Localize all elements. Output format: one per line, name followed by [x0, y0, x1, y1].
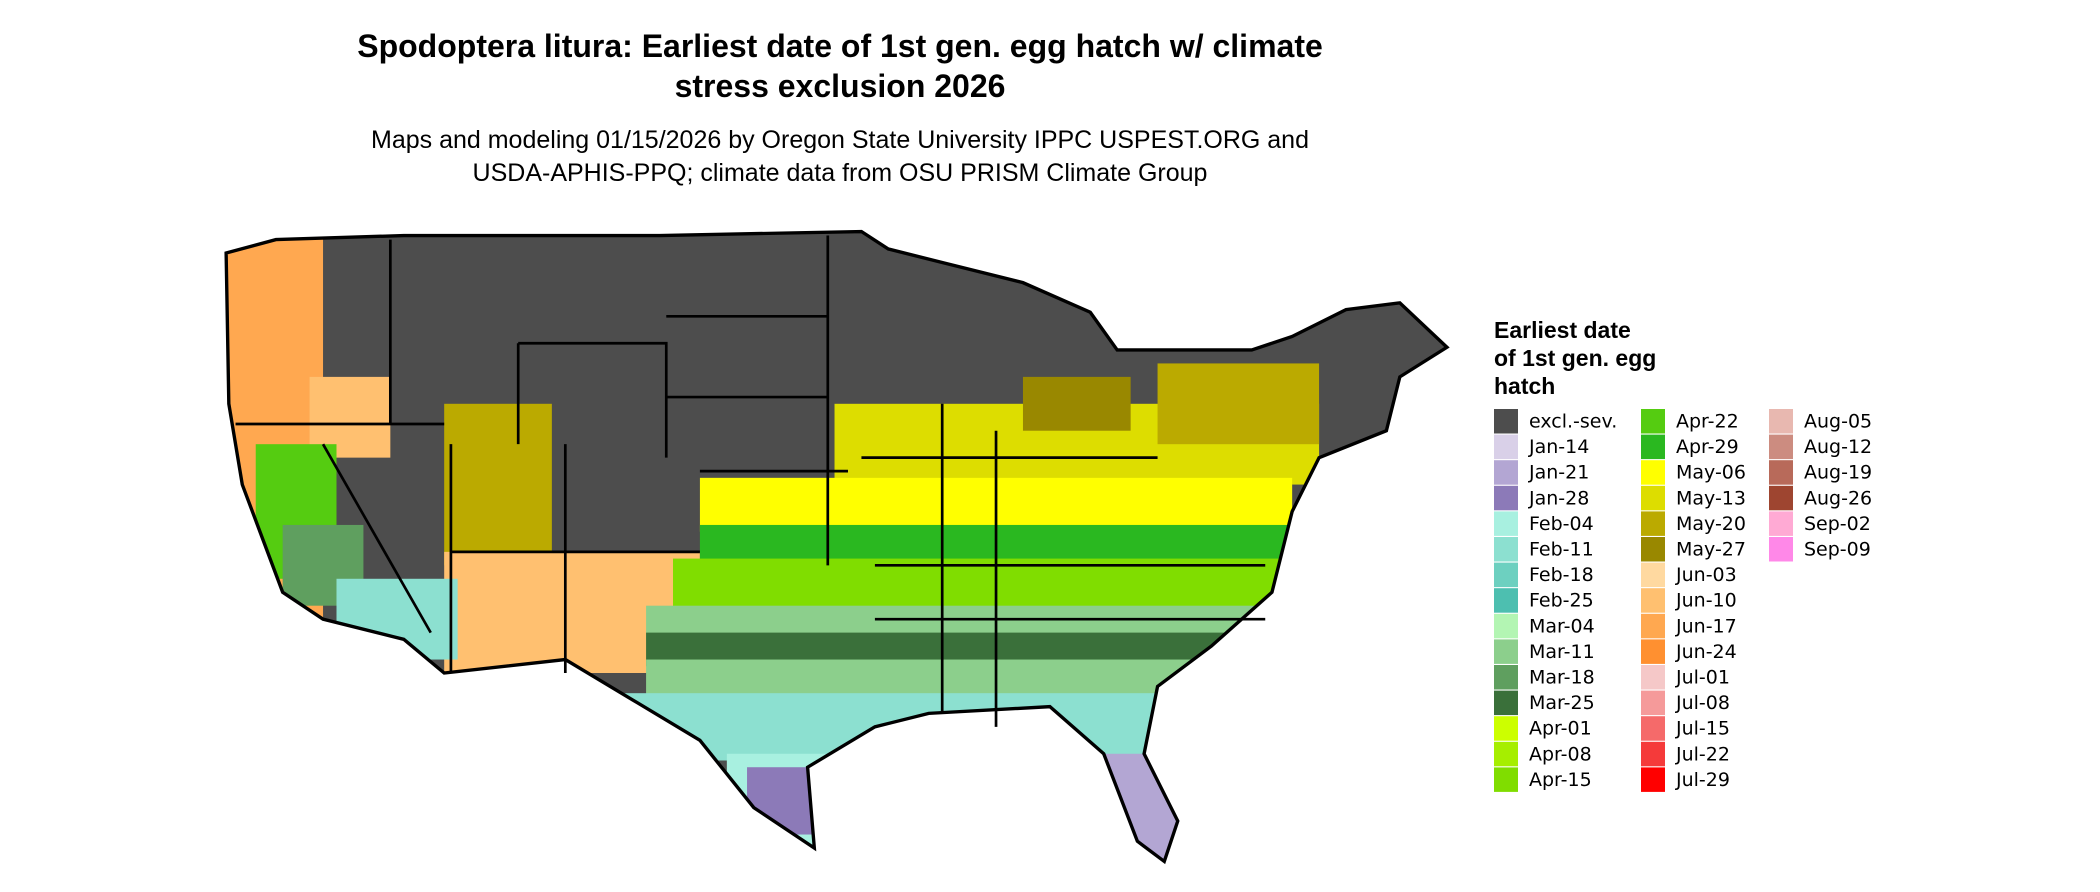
legend-label: May-06	[1676, 462, 1746, 484]
legend-label: Apr-22	[1676, 411, 1739, 433]
legend-swatch	[1494, 741, 1518, 767]
subtitle: USDA-APHIS-PPQ; climate data from OSU PR…	[473, 159, 1208, 187]
legend-swatch	[1494, 716, 1518, 741]
map	[224, 229, 1450, 865]
legend-label: Jun-17	[1675, 615, 1737, 637]
subtitle: Maps and modeling 01/15/2026 by Oregon S…	[371, 126, 1309, 154]
legend-label: Jul-22	[1675, 743, 1730, 765]
legend-swatch	[1769, 537, 1793, 562]
legend-swatch	[1494, 613, 1518, 639]
legend-swatch	[1494, 562, 1518, 588]
legend-label: Mar-25	[1529, 692, 1595, 714]
legend-label: excl.-sev.	[1529, 411, 1617, 433]
legend-label: Mar-11	[1529, 641, 1595, 663]
legend-label: Feb-18	[1529, 564, 1594, 586]
legend-label: Jun-03	[1675, 564, 1737, 586]
legend-swatch	[1494, 537, 1518, 562]
legend-label: Sep-02	[1804, 513, 1871, 535]
legend-swatch	[1641, 665, 1665, 690]
legend-swatch	[1769, 434, 1793, 460]
legend-swatch	[1494, 665, 1518, 690]
legend-swatch	[1769, 460, 1793, 485]
legend-label: Apr-29	[1676, 436, 1739, 458]
legend-swatch	[1494, 639, 1518, 664]
legend-label: Jun-10	[1675, 590, 1737, 612]
legend-swatch	[1494, 690, 1518, 716]
legend-label: Aug-12	[1804, 436, 1872, 458]
legend-swatch	[1641, 409, 1665, 434]
legend-swatch	[1641, 511, 1665, 536]
legend-swatch	[1494, 767, 1518, 792]
legend-swatch	[1769, 409, 1793, 434]
legend-label: Mar-18	[1529, 667, 1595, 689]
legend-label: Feb-25	[1529, 590, 1594, 612]
legend-swatch	[1641, 434, 1665, 460]
legend-label: Jan-28	[1528, 487, 1589, 509]
legend-label: Jan-14	[1528, 436, 1589, 458]
legend-label: Apr-01	[1529, 718, 1592, 740]
legend-label: Aug-26	[1804, 487, 1872, 509]
legend-label: May-27	[1676, 539, 1746, 561]
legend-title: hatch	[1494, 373, 1555, 399]
legend-label: Jul-15	[1675, 718, 1730, 740]
legend-swatch	[1494, 485, 1518, 511]
legend-swatch	[1641, 767, 1665, 792]
legend-swatch	[1641, 460, 1665, 485]
legend-swatch	[1641, 716, 1665, 741]
legend-label: May-20	[1676, 513, 1746, 535]
legend-swatch	[1641, 639, 1665, 664]
legend-label: Mar-04	[1529, 615, 1595, 637]
legend-swatch	[1641, 588, 1665, 613]
legend-label: Jan-21	[1528, 462, 1589, 484]
legend-label: Jul-08	[1675, 692, 1730, 714]
title: stress exclusion 2026	[675, 68, 1006, 104]
legend-label: Sep-09	[1804, 539, 1871, 561]
legend-label: Feb-04	[1529, 513, 1594, 535]
legend-swatch	[1769, 485, 1793, 511]
legend-swatch	[1494, 409, 1518, 434]
legend-swatch	[1769, 511, 1793, 536]
legend-title: Earliest date	[1494, 317, 1631, 343]
legend-swatch	[1494, 511, 1518, 536]
legend-swatch	[1641, 485, 1665, 511]
legend-label: Aug-05	[1804, 411, 1872, 433]
legend-swatch	[1641, 613, 1665, 639]
legend-label: Apr-15	[1529, 769, 1592, 791]
header: Spodoptera litura: Earliest date of 1st …	[357, 28, 1323, 187]
title: Spodoptera litura: Earliest date of 1st …	[357, 28, 1323, 64]
legend-label: Feb-11	[1529, 539, 1594, 561]
legend-label: Apr-08	[1529, 743, 1592, 765]
legend-swatch	[1494, 588, 1518, 613]
legend-label: Jul-29	[1675, 769, 1730, 791]
legend-label: Jul-01	[1675, 667, 1730, 689]
legend-label: May-13	[1676, 487, 1746, 509]
legend-swatch	[1494, 434, 1518, 460]
legend-label: Jun-24	[1675, 641, 1737, 663]
legend-swatch	[1641, 562, 1665, 588]
legend-swatch	[1641, 690, 1665, 716]
legend-swatch	[1641, 537, 1665, 562]
legend-swatch	[1494, 460, 1518, 485]
legend-label: Aug-19	[1804, 462, 1872, 484]
legend-swatch	[1641, 741, 1665, 767]
legend-title: of 1st gen. egg	[1494, 345, 1656, 371]
